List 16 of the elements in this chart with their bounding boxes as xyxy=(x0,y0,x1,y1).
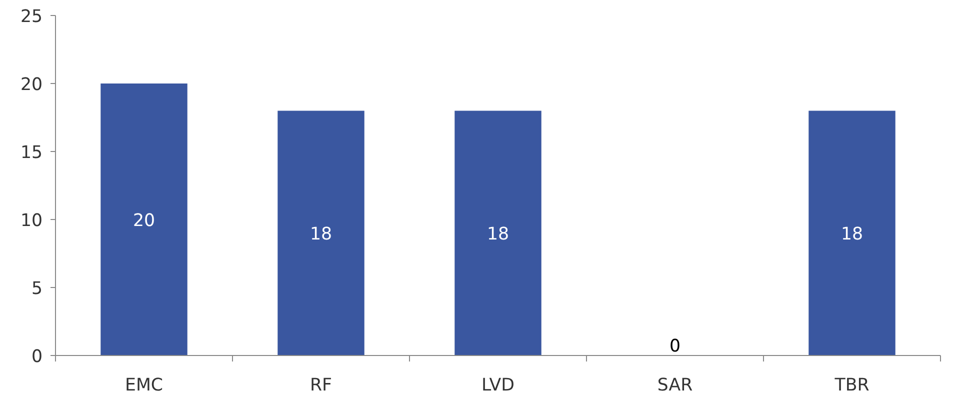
data-label: 0 xyxy=(669,336,681,356)
y-tick-label: 10 xyxy=(20,211,43,231)
x-tick-label: EMC xyxy=(125,376,163,396)
x-tick-label: TBR xyxy=(834,376,870,396)
x-tick-label: LVD xyxy=(482,376,514,396)
data-label: 18 xyxy=(840,224,864,245)
y-tick-label: 5 xyxy=(31,279,43,299)
y-tick-label: 25 xyxy=(20,7,43,27)
y-tick-label: 0 xyxy=(31,347,43,367)
y-tick-label: 20 xyxy=(20,75,43,95)
x-tick-label: RF xyxy=(310,376,332,396)
data-label: 18 xyxy=(310,224,332,245)
x-tick-label: SAR xyxy=(657,376,693,396)
data-label: 18 xyxy=(486,224,510,245)
y-tick-label: 15 xyxy=(20,143,43,163)
data-label: 20 xyxy=(132,211,156,231)
